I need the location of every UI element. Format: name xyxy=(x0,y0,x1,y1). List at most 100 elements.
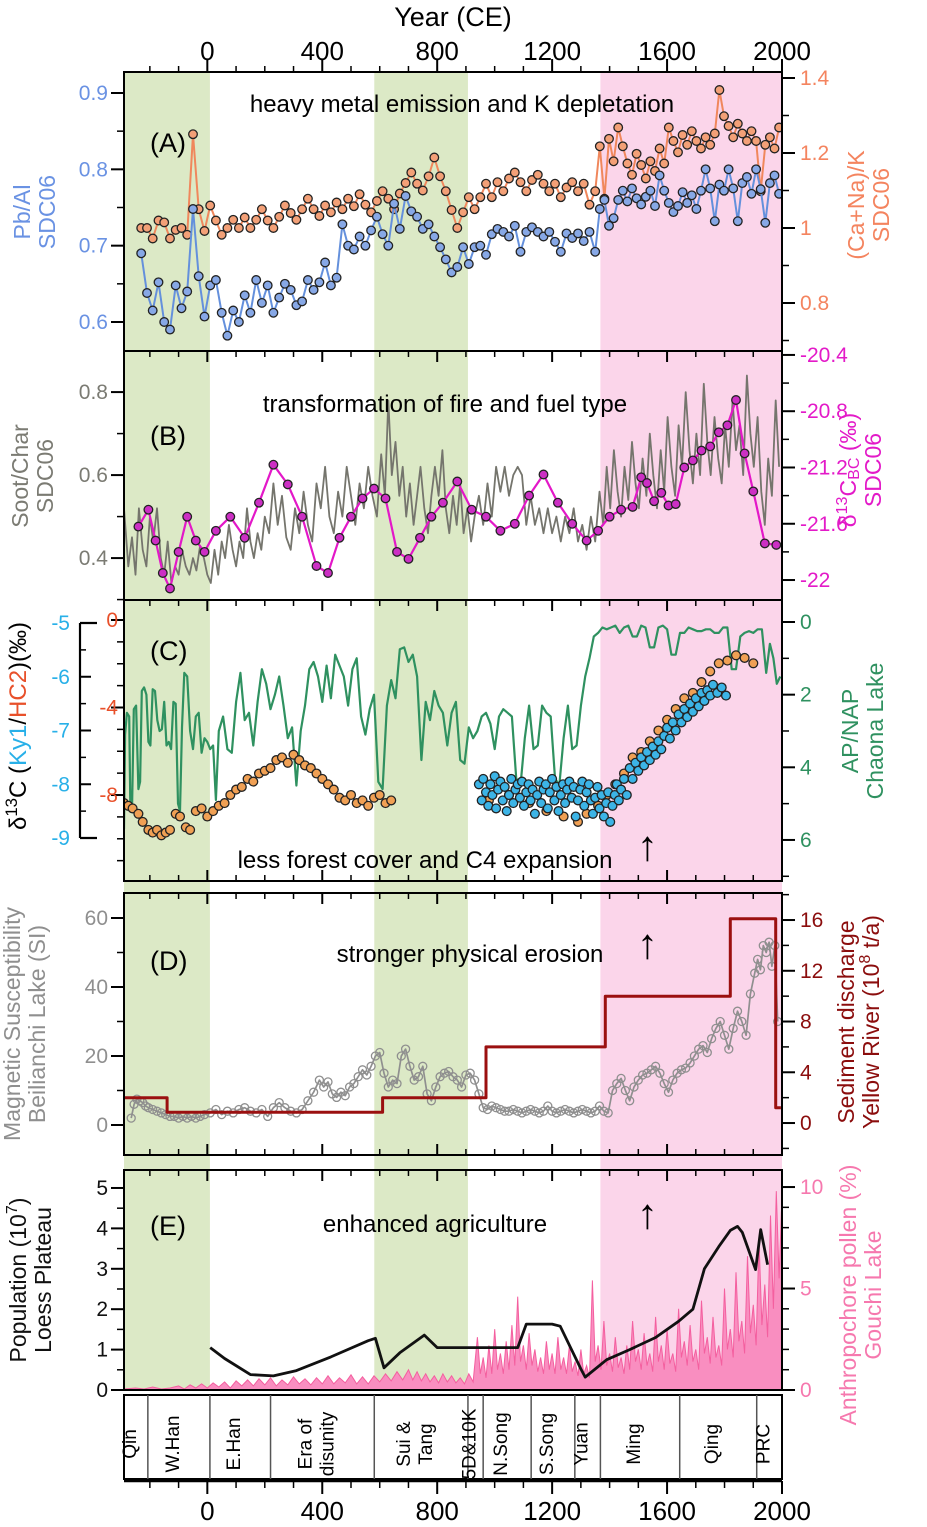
svg-text:4: 4 xyxy=(96,1217,108,1240)
svg-text:-21.6: -21.6 xyxy=(800,513,848,536)
svg-text:-21.2: -21.2 xyxy=(800,456,848,479)
svg-text:5: 5 xyxy=(96,1177,108,1200)
svg-text:2000: 2000 xyxy=(753,36,811,66)
dynasty-label: Sui & xyxy=(394,1421,415,1467)
svg-text:Anthropochore pollen (%): Anthropochore pollen (%) xyxy=(835,1165,861,1426)
svg-text:Yellow River (108 t/a): Yellow River (108 t/a) xyxy=(856,915,884,1129)
svg-text:0: 0 xyxy=(200,1496,214,1526)
svg-text:Pb/Al: Pb/Al xyxy=(9,185,35,240)
svg-text:0.6: 0.6 xyxy=(79,311,108,334)
svg-text:0: 0 xyxy=(200,36,214,66)
series-magsus xyxy=(126,937,782,1123)
top-axis: 0 400 800 1200 1600 2000 xyxy=(200,36,811,66)
series-sediment xyxy=(124,917,781,1114)
svg-text:1200: 1200 xyxy=(523,1496,581,1526)
svg-text:0.8: 0.8 xyxy=(800,292,829,315)
dynasty-label: Era of xyxy=(295,1418,316,1469)
svg-text:-22: -22 xyxy=(800,569,830,592)
panel-letter-E: (E) xyxy=(150,1211,186,1241)
svg-text:8: 8 xyxy=(800,1011,812,1034)
svg-text:0: 0 xyxy=(106,609,118,632)
svg-text:3: 3 xyxy=(96,1258,108,1281)
dynasty-label: 5D&10K xyxy=(460,1408,481,1479)
dynasty-label: Yuan xyxy=(572,1422,593,1465)
svg-text:δ13C (Ky1/HC2)(‰): δ13C (Ky1/HC2)(‰) xyxy=(2,622,33,830)
increase-arrow-icon: ↑ xyxy=(637,822,658,869)
dynasty-label: N.Song xyxy=(491,1412,512,1475)
svg-text:1600: 1600 xyxy=(638,1496,696,1526)
svg-text:1: 1 xyxy=(96,1339,108,1362)
axis-C-hc2: 0 -4 -8 xyxy=(99,609,124,862)
dynasty-label: disunity xyxy=(317,1411,338,1476)
svg-text:1600: 1600 xyxy=(638,36,696,66)
panel-title-B: transformation of fire and fuel type xyxy=(263,391,627,418)
svg-text:0.8: 0.8 xyxy=(79,381,108,404)
svg-text:0: 0 xyxy=(800,611,812,634)
svg-text:SDC06: SDC06 xyxy=(860,433,886,507)
axis-D-right: 0 4 8 12 16 Sediment discharge Yellow River (1… xyxy=(782,893,884,1150)
series-d13c-hc2 xyxy=(124,650,759,841)
svg-text:0: 0 xyxy=(800,1379,812,1402)
svg-text:1200: 1200 xyxy=(523,36,581,66)
series-d13c-ky1 xyxy=(473,679,732,827)
svg-text:SDC06: SDC06 xyxy=(34,175,60,249)
axis-D-left: 0 20 40 60 Magnetic Susceptibility Beilianchi… xyxy=(0,907,124,1141)
svg-text:60: 60 xyxy=(85,907,108,930)
svg-text:800: 800 xyxy=(416,36,459,66)
svg-text:2: 2 xyxy=(800,684,812,707)
x-axis-title: Year (CE) xyxy=(394,2,512,32)
panel-letter-D: (D) xyxy=(150,946,187,976)
dynasty-label: Tang xyxy=(416,1423,437,1464)
svg-text:-20.8: -20.8 xyxy=(800,400,848,423)
dynasty-label: S.Song xyxy=(537,1413,558,1475)
svg-text:AP/NAP: AP/NAP xyxy=(837,689,863,773)
svg-text:0.7: 0.7 xyxy=(79,235,108,258)
svg-text:0: 0 xyxy=(800,1112,812,1135)
svg-text:2000: 2000 xyxy=(753,1496,811,1526)
svg-text:-8: -8 xyxy=(99,784,118,807)
svg-text:-9: -9 xyxy=(51,827,70,850)
svg-text:Soot/Char: Soot/Char xyxy=(7,424,33,528)
svg-text:20: 20 xyxy=(85,1045,108,1068)
axis-C-ky1: -5 -6 -7 -8 -9 xyxy=(51,612,97,850)
svg-text:0.9: 0.9 xyxy=(79,82,108,105)
svg-text:5: 5 xyxy=(800,1278,812,1301)
panel-letter-C: (C) xyxy=(150,636,187,666)
svg-text:6: 6 xyxy=(800,829,812,852)
svg-text:0: 0 xyxy=(96,1114,108,1137)
dynasty-label: PRC xyxy=(753,1424,774,1464)
svg-text:-5: -5 xyxy=(51,612,70,635)
svg-text:400: 400 xyxy=(301,1496,344,1526)
increase-arrow-icon: ↑ xyxy=(637,920,658,967)
series-pb-al xyxy=(136,164,782,341)
panel-C: 0 2 4 6 AP/NAP Chaona Lake 0 -4 -8 -5 -6 -7 -8 -9 δ13C… xyxy=(2,599,888,882)
svg-text:12: 12 xyxy=(800,960,823,983)
svg-text:1: 1 xyxy=(800,217,812,240)
panel-title-C: less forest cover and C4 expansion xyxy=(238,847,613,874)
svg-text:Beilianchi Lake (SI): Beilianchi Lake (SI) xyxy=(24,925,50,1123)
panel-E: 0 1 2 3 4 5 Population (107)Loess Plateau 0 5 10 A… xyxy=(3,1165,886,1426)
dynasty-label: E.Han xyxy=(224,1418,245,1471)
axis-C-right: 0 2 4 6 AP/NAP Chaona Lake xyxy=(782,611,888,878)
bottom-axis: 0 400 800 1200 1600 2000 xyxy=(124,1479,811,1526)
svg-text:-8: -8 xyxy=(51,773,70,796)
axis-B-left: 0.4 0.6 0.8 Soot/Char SDC06 xyxy=(7,381,124,601)
series-soot-char xyxy=(124,374,780,584)
series-population xyxy=(209,1225,769,1379)
svg-text:Magnetic Susceptibility: Magnetic Susceptibility xyxy=(0,907,25,1141)
svg-text:0: 0 xyxy=(96,1379,108,1402)
svg-text:Chaona Lake: Chaona Lake xyxy=(862,663,888,800)
panel-title-A: heavy metal emission and K depletation xyxy=(250,91,674,118)
axis-E-right: 0 5 10 Anthropochore pollen (%) Gouchi Lake xyxy=(782,1165,886,1426)
svg-text:400: 400 xyxy=(301,36,344,66)
svg-text:0.8: 0.8 xyxy=(79,158,108,181)
increase-arrow-icon: ↑ xyxy=(637,1190,658,1237)
panel-letter-A: (A) xyxy=(150,128,186,158)
svg-text:2: 2 xyxy=(96,1298,108,1321)
dynasty-label: Qing xyxy=(702,1424,723,1464)
axis-E-left: 0 1 2 3 4 5 Population (107)Loess Plateau xyxy=(3,1177,124,1402)
